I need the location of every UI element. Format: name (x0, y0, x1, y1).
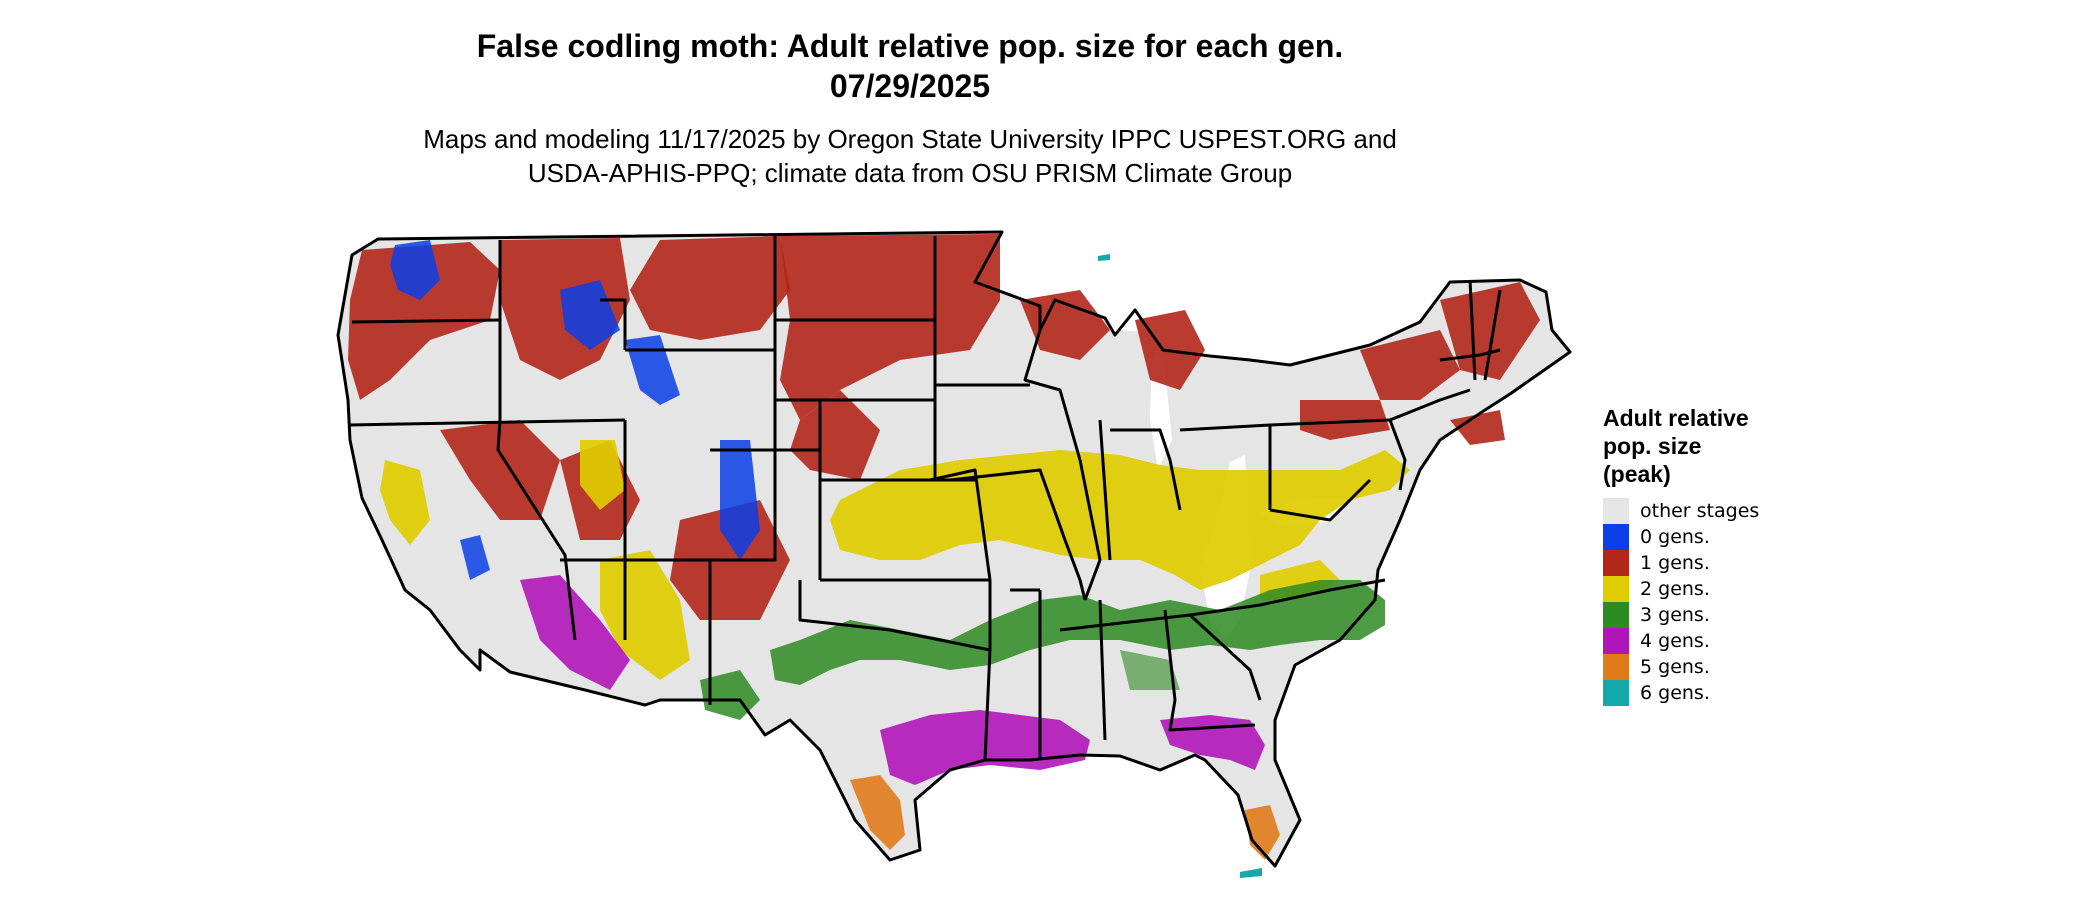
legend-title-line-3: (peak) (1603, 461, 1671, 487)
legend-item-5-gens: 5 gens. (1603, 654, 1843, 680)
legend-item-2-gens: 2 gens. (1603, 576, 1843, 602)
legend-item-6-gens: 6 gens. (1603, 680, 1843, 706)
region-0-gen (390, 240, 760, 580)
legend-label: 2 gens. (1640, 578, 1710, 600)
legend: Adult relative pop. size (peak) other st… (1603, 404, 1843, 706)
legend-swatch (1603, 498, 1629, 524)
legend-label: other stages (1640, 500, 1760, 522)
legend-label: 1 gens. (1640, 552, 1710, 574)
legend-swatch (1603, 602, 1629, 628)
legend-label: 3 gens. (1640, 604, 1710, 626)
title-line-1: False codling moth: Adult relative pop. … (476, 28, 1344, 64)
legend-swatch (1603, 524, 1629, 550)
title-date: 07/29/2025 (829, 68, 991, 104)
legend-item-0-gens: 0 gens. (1603, 524, 1843, 550)
legend-label: 4 gens. (1640, 630, 1710, 652)
legend-label: 5 gens. (1640, 656, 1710, 678)
region-2-gen (380, 440, 1410, 680)
legend-item-4-gens: 4 gens. (1603, 628, 1843, 654)
legend-title-line-1: Adult relative (1603, 405, 1749, 431)
subtitle-line-1: Maps and modeling 11/17/2025 by Oregon S… (423, 124, 1397, 154)
legend-swatch (1603, 628, 1629, 654)
state-borders (336, 230, 1572, 868)
legend-swatch (1603, 576, 1629, 602)
legend-item-other-stages: other stages (1603, 498, 1843, 524)
region-5-gen (850, 775, 1280, 860)
legend-item-3-gens: 3 gens. (1603, 602, 1843, 628)
legend-item-1-gens: 1 gens. (1603, 550, 1843, 576)
legend-swatch (1603, 654, 1629, 680)
legend-title: Adult relative pop. size (peak) (1603, 404, 1843, 488)
legend-label: 0 gens. (1640, 526, 1710, 548)
legend-swatch (1603, 680, 1629, 706)
subtitle-line-2: USDA-APHIS-PPQ; climate data from OSU PR… (527, 158, 1293, 188)
region-6-gen (1098, 254, 1262, 878)
legend-swatch (1603, 550, 1629, 576)
legend-label: 6 gens. (1640, 682, 1710, 704)
legend-title-line-2: pop. size (1603, 433, 1702, 459)
us-map (336, 230, 1572, 878)
legend-items: other stages 0 gens. 1 gens. 2 gens. 3 g… (1603, 498, 1843, 706)
